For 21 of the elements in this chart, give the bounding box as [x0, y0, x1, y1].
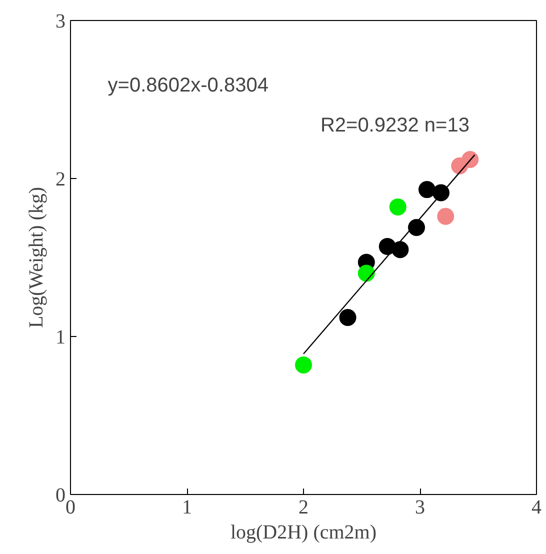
- y-tick-label: 2: [56, 168, 66, 190]
- x-tick-label: 4: [532, 496, 542, 518]
- point: [339, 309, 356, 326]
- point: [408, 218, 426, 236]
- y-tick-label: 3: [56, 10, 66, 32]
- annotation: y=0.8602x-0.8304: [108, 74, 268, 96]
- point: [432, 184, 450, 202]
- point: [462, 151, 479, 168]
- point: [418, 181, 436, 198]
- point: [437, 208, 454, 225]
- point: [392, 241, 409, 258]
- annotation: R2=0.9232 n=13: [320, 114, 470, 137]
- x-tick-label: 3: [415, 496, 425, 518]
- x-tick-label: 1: [182, 496, 192, 518]
- y-tick-label: 1: [56, 326, 66, 348]
- x-axis-title: log(D2H) (cm2m): [230, 522, 377, 544]
- y-axis-title: Log(Weight) (kg): [26, 186, 48, 328]
- point: [389, 198, 406, 216]
- x-tick-label: 2: [298, 496, 308, 518]
- point: [358, 264, 375, 282]
- point: [295, 356, 312, 374]
